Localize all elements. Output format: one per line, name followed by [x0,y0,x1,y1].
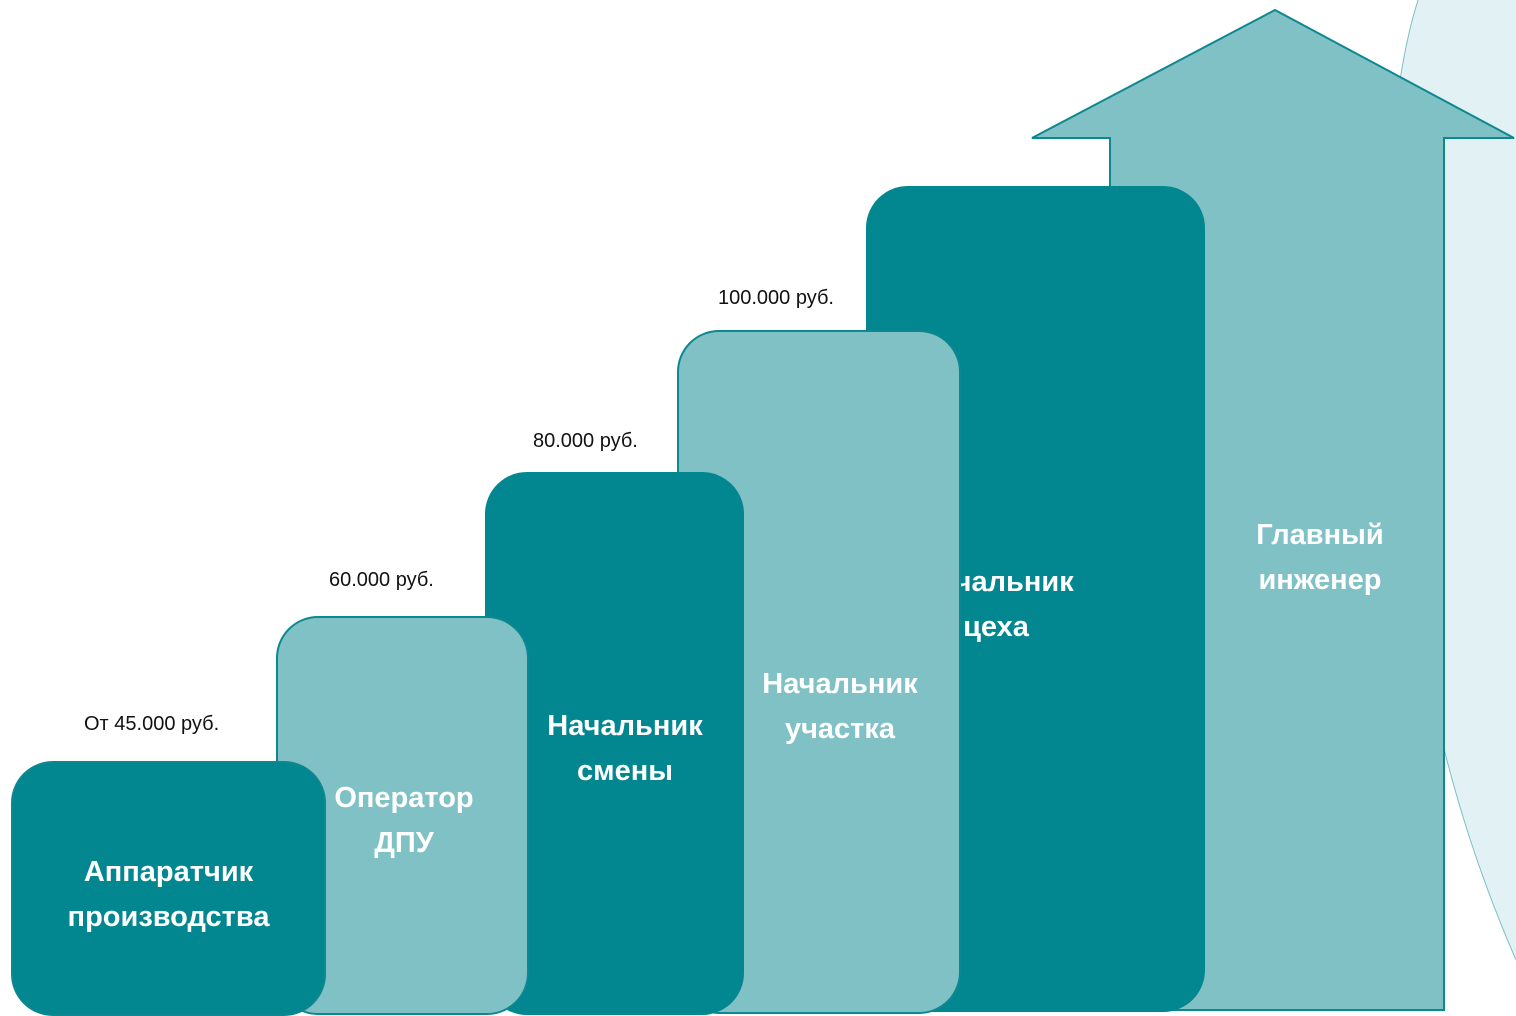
step-1-salary: От 45.000 руб. [84,713,220,735]
step-2-salary: 60.000 руб. [329,569,434,591]
step-4-title: Начальник участка [762,668,918,745]
step-1-block [11,761,326,1016]
step-2-title: Оператор ДПУ [334,782,474,859]
step-3-title: Начальник смены [547,710,703,787]
step-1-title: Аппаратчик производства [67,856,270,933]
step-4-salary: 100.000 руб. [718,287,834,309]
step-3-salary: 80.000 руб. [533,430,638,452]
step-6-title: Главный инженер [1256,519,1384,596]
